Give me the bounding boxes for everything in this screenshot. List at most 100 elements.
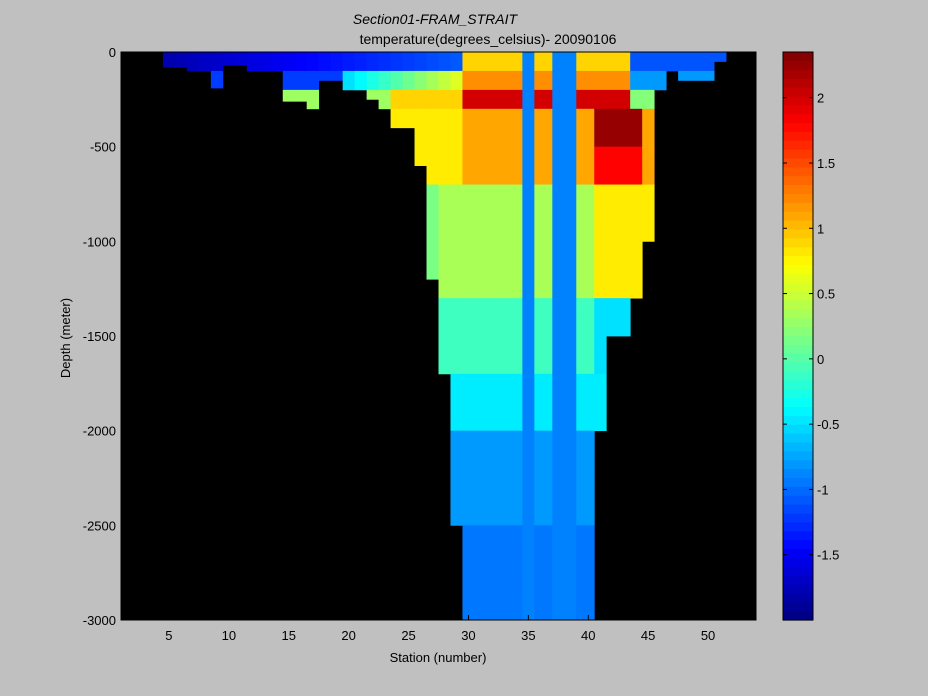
heatmap-cell — [582, 563, 595, 583]
heatmap-cell — [402, 52, 415, 72]
heatmap-cell — [474, 127, 487, 148]
heatmap-cell — [582, 146, 595, 166]
colorbar-segment — [783, 291, 813, 302]
heatmap-cell — [462, 354, 475, 375]
heatmap-cell — [510, 506, 523, 526]
heatmap-cell — [618, 146, 631, 166]
heatmap-cell — [474, 582, 487, 602]
colorbar-segment — [783, 52, 813, 62]
heatmap-cell — [714, 52, 727, 62]
heatmap-cell — [618, 279, 631, 299]
heatmap-cell — [510, 487, 523, 507]
heatmap-cell — [510, 298, 523, 318]
heatmap-cell — [666, 52, 679, 72]
heatmap-cell — [498, 582, 511, 602]
heatmap-cell — [630, 52, 643, 72]
colorbar-tick-label: 2 — [817, 91, 824, 106]
heatmap-cell — [702, 52, 715, 72]
heatmap-cell — [426, 70, 439, 91]
heatmap-cell — [450, 184, 463, 204]
y-ticks: 0 -500 -1000 -1500 -2000 -2500 -3000 — [83, 45, 126, 628]
heatmap-cell — [462, 241, 475, 261]
heatmap-cell — [534, 487, 547, 507]
heatmap-cell — [582, 203, 595, 223]
heatmap-cell — [474, 146, 487, 166]
heatmap-cell — [606, 317, 619, 337]
colorbar-segment — [783, 451, 813, 461]
heatmap-cell — [510, 260, 523, 280]
heatmap-cell — [498, 70, 511, 91]
plot-area: 5 10 15 20 25 30 35 40 45 50 0 -500 -1000 -1500 -2000… — [83, 45, 757, 643]
heatmap-cell — [690, 70, 703, 81]
heatmap-cell — [510, 373, 523, 394]
heatmap-cell — [498, 279, 511, 299]
colorbar-tick-label: 0 — [817, 352, 824, 367]
heatmap-cell — [642, 203, 655, 223]
heatmap-cell — [486, 506, 499, 526]
heatmap-cell — [210, 70, 224, 89]
heatmap-cell — [510, 563, 523, 583]
heatmap-cell — [246, 52, 260, 72]
heatmap-cell — [486, 298, 499, 318]
heatmap-cell — [618, 70, 631, 91]
heatmap-cell — [498, 449, 511, 469]
heatmap-cell — [222, 52, 236, 66]
heatmap-cell — [510, 582, 523, 602]
heatmap-cell — [474, 449, 487, 469]
heatmap-cell — [210, 52, 224, 72]
heatmap-cell — [462, 506, 475, 526]
heatmap-cell — [486, 184, 499, 204]
heatmap-cell — [618, 260, 631, 280]
colorbar-segment — [783, 557, 813, 568]
heatmap-cell — [534, 582, 547, 602]
heatmap-cell — [414, 89, 427, 110]
colorbar-segment — [783, 60, 813, 71]
y-tick-label: 0 — [109, 45, 116, 60]
heatmap-cell — [582, 354, 595, 375]
heatmap-cell — [474, 544, 487, 564]
heatmap-cell — [450, 241, 463, 261]
heatmap-cell — [654, 52, 667, 72]
colorbar-tick-label: 1 — [817, 221, 824, 236]
heatmap-cell — [462, 279, 475, 299]
y-tick-label: -1500 — [83, 329, 116, 344]
heatmap-cell — [438, 279, 451, 299]
colorbar-segment — [783, 380, 813, 390]
colorbar-segment — [783, 229, 813, 239]
colorbar-segment — [783, 131, 813, 142]
heatmap-cell — [366, 52, 379, 72]
heatmap-cell — [450, 487, 463, 507]
colorbar-segment — [783, 513, 813, 523]
heatmap-cell — [642, 184, 655, 204]
heatmap-cell — [450, 354, 463, 375]
heatmap-cell — [462, 222, 475, 242]
heatmap-cell — [318, 70, 332, 81]
heatmap-cell — [510, 317, 523, 337]
heatmap-cell — [462, 336, 475, 356]
heatmap-cell — [642, 222, 655, 242]
heatmap-cell — [582, 544, 595, 564]
heatmap-cell — [486, 354, 499, 375]
heatmap-cell — [462, 525, 475, 545]
colorbar-segment — [783, 522, 813, 532]
heatmap-cell — [474, 336, 487, 356]
colorbar-segment — [783, 220, 813, 231]
heatmap-cell — [654, 70, 667, 91]
heatmap-cell — [354, 52, 368, 72]
heatmap-cell — [582, 52, 595, 72]
heatmap-cell — [486, 317, 499, 337]
heatmap-cell — [552, 52, 577, 620]
heatmap-cell — [366, 70, 379, 91]
heatmap-cell — [450, 146, 463, 166]
heatmap-cell — [606, 241, 619, 261]
heatmap-cell — [630, 108, 643, 129]
heatmap-cell — [534, 411, 547, 432]
heatmap-cell — [594, 260, 607, 280]
heatmap-cell — [486, 525, 499, 545]
heatmap-cell — [582, 108, 595, 129]
colorbar-segment — [783, 424, 813, 435]
colorbar-segment — [783, 149, 813, 160]
heatmap-cell — [534, 279, 547, 299]
colorbar-segment — [783, 371, 813, 381]
colorbar-segment — [783, 176, 813, 186]
